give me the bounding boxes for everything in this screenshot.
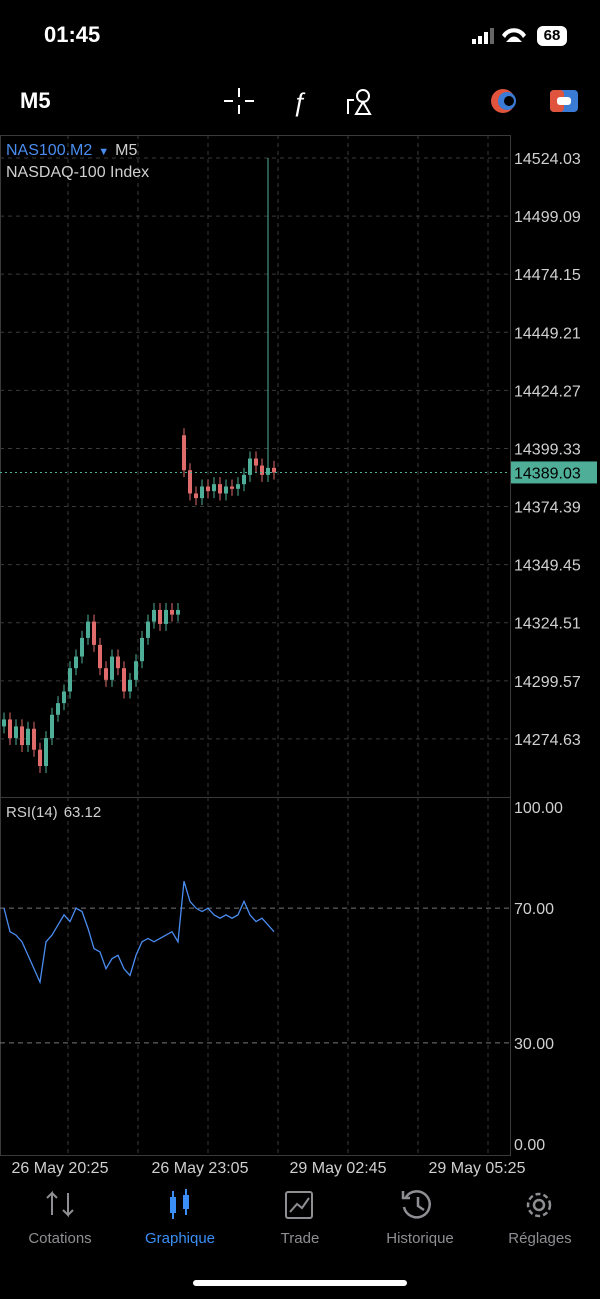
tab[interactable]: Historique [386,1230,454,1247]
candle-body [116,656,120,669]
candle-body [164,609,168,624]
candle-body [194,493,198,499]
toolbar-icons: ƒ [224,87,578,117]
chart: 14524.03 14499.09 14474.15 14449.21 14424.27… [0,135,597,1177]
candle-body [38,749,42,767]
y-tick-label: 14274.63 [514,732,581,749]
candle-body [248,458,252,475]
candle-body [26,728,30,746]
current-price-box [511,461,597,484]
description: NASDAQ-100 Index [6,164,149,181]
candle-body [56,703,60,715]
candle-body [8,719,12,739]
candle-body [212,484,216,492]
x-tick-label: 26 May 23:05 [152,1160,249,1177]
current-price-label: 14389.03 [514,465,581,482]
y-tick-label: 70.00 [514,901,554,918]
y-tick-label: 30.00 [514,1036,554,1053]
candle-body [188,470,192,494]
rsi-label: RSI(14) 63.12 [6,804,101,821]
symbol: NAS100.M2 [6,142,92,159]
candle-body [158,609,162,624]
candle-body [272,467,276,473]
y-tick-label: 100.00 [514,800,563,817]
objects-icon[interactable] [347,89,372,115]
candle-body [20,726,24,746]
account-icon[interactable] [491,89,516,113]
rsi-name: RSI(14) [6,804,58,821]
candle-body [200,486,204,499]
candle-body [2,719,6,727]
candle-body [176,609,180,615]
candle-body [62,691,66,704]
candle-body [32,728,36,750]
candle-body [206,486,210,492]
candle-body [224,486,228,494]
y-tick-label: 14374.39 [514,500,581,517]
crosshair-icon[interactable] [224,88,254,114]
candle-body [104,668,108,680]
timeframe-button[interactable]: M5 [20,88,51,113]
y-tick-label: 14474.15 [514,267,581,284]
candle-body [92,621,96,645]
x-tick-label: 29 May 05:25 [429,1160,526,1177]
x-tick-label: 26 May 20:25 [12,1160,109,1177]
y-tick-label: 14324.51 [514,616,581,633]
tab[interactable]: Graphique [144,1230,216,1247]
candle-body [170,609,174,615]
candle-body [230,486,234,489]
candle-body [152,609,156,622]
candle-body [140,637,144,662]
rsi-line [3,881,275,985]
candle-body [86,621,90,638]
candle-body [236,484,240,489]
y-tick-label: 14424.27 [514,383,581,400]
x-tick-label: 29 May 02:45 [290,1160,387,1177]
candle-body [218,484,222,494]
candle-body [44,738,48,767]
dropdown-arrow: ▼ [98,146,109,158]
candle-body [50,714,54,739]
timeframe: M5 [115,142,137,159]
candle-body [128,679,132,692]
tab-icons [46,1189,552,1219]
rsi-panel [0,797,511,1156]
candle-body [14,726,18,739]
y-tick-label: 14524.03 [514,151,581,168]
y-tick-label: 14299.57 [514,674,581,691]
candle-body [80,637,84,657]
y-tick-label: 0.00 [514,1137,545,1154]
y-tick-label: 14449.21 [514,325,581,342]
status-time: 01:45 [44,22,101,47]
candle-body [134,661,138,680]
candle-body [146,621,150,638]
tab[interactable]: Trade [280,1230,320,1247]
home-indicator [193,1280,407,1286]
candle-body [122,668,126,692]
tab[interactable]: Réglages [508,1230,572,1247]
tab[interactable]: Cotations [28,1230,92,1247]
candle-body [266,467,270,475]
y-tick-label: 14399.33 [514,441,581,458]
candle-body [98,644,102,669]
symbol-label: NAS100.M2 ▼ M5 [6,142,137,159]
rsi-value: 63.12 [64,804,102,821]
battery: 68 [537,26,567,46]
indicator-icon[interactable]: ƒ [292,87,306,117]
candle-body [110,656,114,680]
status-icons [472,28,526,44]
candle-body [254,458,258,466]
candle-body [182,435,186,471]
candle-body [74,656,78,669]
candle-body [260,465,264,475]
candle-body [242,474,246,485]
y-tick-label: 14349.45 [514,558,581,575]
y-tick-label: 14499.09 [514,209,581,226]
trade-icon[interactable] [550,90,578,112]
candle-body [68,668,72,692]
